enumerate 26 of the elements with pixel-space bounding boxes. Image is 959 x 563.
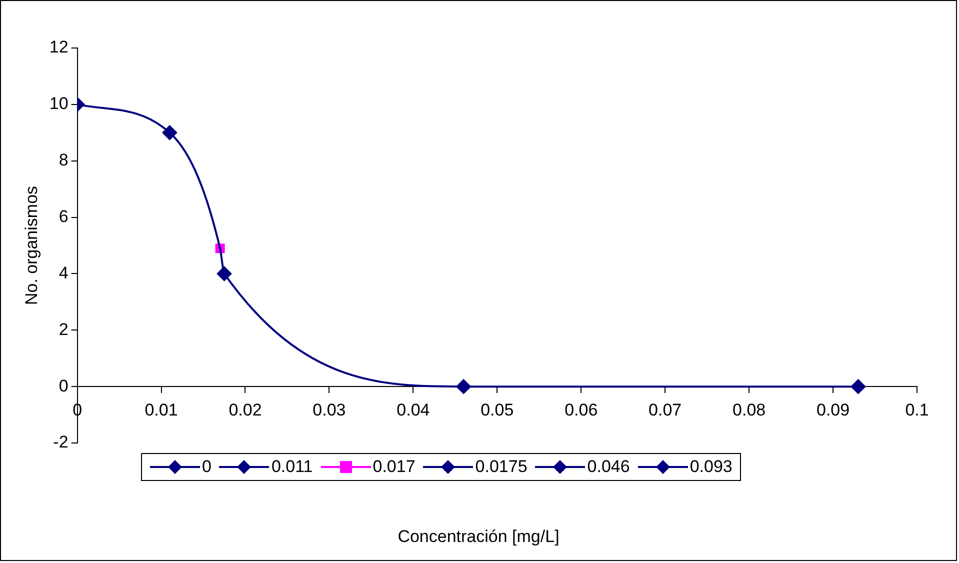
x-tick-label: 0.03 <box>312 400 346 420</box>
x-tick-label: 0.07 <box>648 400 682 420</box>
x-tick-label: 0.02 <box>228 400 262 420</box>
y-tick-label: 8 <box>58 150 68 170</box>
x-tick-label: 0.06 <box>564 400 598 420</box>
y-axis-title: No. organismos <box>22 186 41 306</box>
y-tick-label: 4 <box>58 263 68 282</box>
y-tick-label: 10 <box>49 94 68 114</box>
legend-label: 0.011 <box>271 457 313 477</box>
legend-label: 0.046 <box>587 457 630 477</box>
legend-label: 0.0175 <box>475 457 528 477</box>
y-tick-label: 2 <box>58 320 68 339</box>
x-tick-label: 0.05 <box>480 400 514 420</box>
x-tick-label: 0.04 <box>396 400 430 420</box>
y-tick-label: -2 <box>53 432 68 452</box>
y-tick-label: 0 <box>58 376 68 396</box>
y-tick-label: 12 <box>49 38 68 57</box>
x-tick-label: 0.1 <box>905 400 929 420</box>
legend-label: 0.017 <box>372 457 416 477</box>
legend-label: 0 <box>202 457 212 477</box>
x-tick-label: 0.01 <box>144 400 178 420</box>
x-tick-label: 0.08 <box>732 400 766 420</box>
x-axis-title: Concentración [mg/L] <box>396 527 560 547</box>
y-tick-label: 6 <box>58 206 68 226</box>
x-tick-label: 0.09 <box>816 400 850 420</box>
legend-label: 0.093 <box>690 457 732 477</box>
